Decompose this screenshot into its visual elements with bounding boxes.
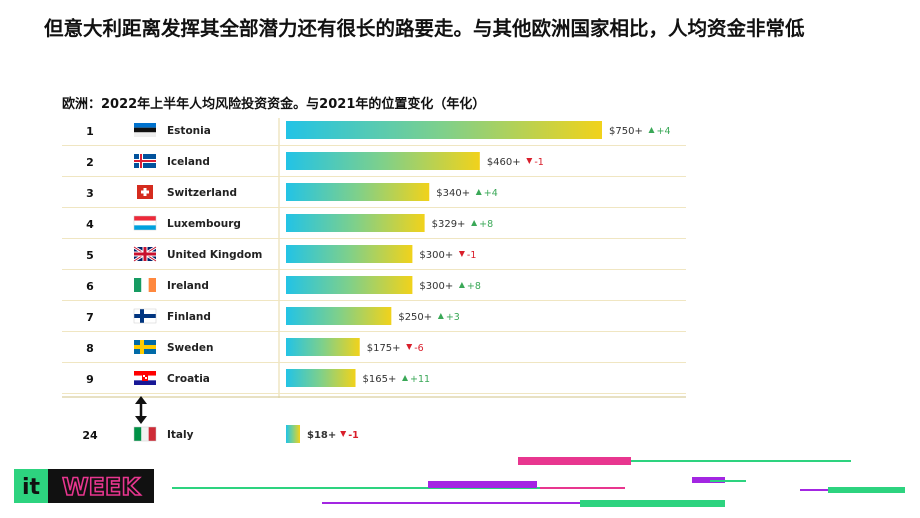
- country-label: Switzerland: [167, 187, 237, 199]
- country-label: Croatia: [167, 373, 210, 385]
- rank-label: 6: [86, 280, 94, 293]
- change-label: -1: [467, 250, 476, 261]
- rank-label: 5: [86, 249, 94, 262]
- bar: [286, 152, 480, 170]
- sweden-flag-icon: [134, 340, 156, 354]
- bar: [286, 183, 430, 201]
- double-arrow-icon: [135, 396, 147, 424]
- finland-flag-icon: [133, 308, 157, 324]
- chart-row: 2 Iceland $460+ -1: [62, 152, 686, 177]
- country-label: Italy: [167, 429, 194, 441]
- croatia-flag-icon: [134, 371, 156, 385]
- change-label: -6: [414, 343, 423, 354]
- estonia-flag-icon: [134, 123, 156, 137]
- bar: [286, 121, 602, 139]
- chart-title: 欧洲：2022年上半年人均风险投资资金。与2021年的位置变化（年化）: [62, 97, 486, 112]
- change-label: +8: [467, 281, 481, 292]
- switzerland-flag-icon: [137, 185, 153, 199]
- bar: [286, 307, 392, 325]
- bar: [286, 338, 360, 356]
- value-label: $460+: [487, 157, 521, 168]
- logo-it: it: [22, 475, 41, 500]
- change-label: -1: [534, 157, 543, 168]
- rank-label: 9: [86, 373, 94, 386]
- up-arrow-icon: [471, 220, 478, 226]
- up-arrow-icon: [458, 282, 465, 288]
- down-arrow-icon: [458, 251, 465, 257]
- logo-week: WEEK: [62, 473, 141, 501]
- chart-row: 1 Estonia $750+ +4: [62, 121, 686, 146]
- bar: [286, 276, 413, 294]
- bar: [286, 214, 425, 232]
- down-arrow-icon: [340, 431, 347, 437]
- change-label: +4: [657, 126, 671, 137]
- rank-label: 1: [86, 125, 94, 138]
- country-label: Sweden: [167, 342, 214, 354]
- up-arrow-icon: [475, 189, 482, 195]
- itweek-logo: it WEEK: [14, 469, 154, 503]
- down-arrow-icon: [406, 344, 413, 350]
- change-label: -1: [348, 430, 359, 441]
- change-label: +8: [479, 219, 493, 230]
- ireland-flag-icon: [134, 278, 156, 292]
- country-label: Finland: [167, 311, 211, 323]
- country-label: Estonia: [167, 125, 211, 137]
- country-label: Ireland: [167, 280, 209, 292]
- value-label: $250+: [398, 312, 432, 323]
- iceland-flag-icon: [134, 154, 156, 168]
- rank-label: 4: [86, 218, 94, 231]
- chart-row: 24 Italy $18+ -1: [82, 425, 359, 443]
- value-label: $329+: [432, 219, 466, 230]
- luxembourg-flag-icon: [133, 215, 157, 231]
- country-label: United Kingdom: [167, 249, 262, 261]
- value-label: $300+: [419, 281, 453, 292]
- italy-flag-icon: [133, 426, 157, 442]
- chart-row: 9 Croatia $165+ +11: [62, 369, 686, 394]
- decorative-lines: [172, 457, 905, 507]
- rank-label: 8: [86, 342, 94, 355]
- value-label: $750+: [609, 126, 643, 137]
- change-label: +11: [410, 374, 430, 385]
- rank-label: 24: [82, 429, 98, 442]
- chart-row: 7 Finland $250+ +3: [62, 307, 686, 332]
- uk-flag-icon: [133, 245, 157, 263]
- chart-row: 4 Luxembourg $329+ +8: [62, 214, 686, 239]
- bar: [286, 425, 300, 443]
- chart-row: 3 Switzerland $340+ +4: [62, 183, 686, 208]
- country-label: Iceland: [167, 156, 210, 168]
- change-label: +4: [484, 188, 498, 199]
- change-label: +3: [446, 312, 460, 323]
- rank-label: 3: [86, 187, 94, 200]
- chart-row: 8 Sweden $175+ -6: [62, 338, 686, 363]
- up-arrow-icon: [437, 313, 444, 319]
- chart-row: 6 Ireland $300+ +8: [62, 276, 686, 301]
- up-arrow-icon: [648, 127, 655, 133]
- country-label: Luxembourg: [167, 218, 241, 230]
- value-label: $165+: [363, 374, 397, 385]
- bar: [286, 245, 413, 263]
- value-label: $175+: [367, 343, 401, 354]
- rank-label: 2: [86, 156, 94, 169]
- down-arrow-icon: [526, 158, 533, 164]
- bar: [286, 369, 356, 387]
- value-label: $300+: [419, 250, 453, 261]
- chart-row: 5 United Kingdom $300+ -1: [62, 245, 686, 270]
- value-label: $340+: [436, 188, 470, 199]
- rank-label: 7: [86, 311, 94, 324]
- value-label: $18+: [307, 430, 336, 441]
- up-arrow-icon: [402, 375, 409, 381]
- headline: 但意大利距离发挥其全部潜力还有很长的路要走。与其他欧洲国家相比，人均资金非常低: [44, 17, 805, 40]
